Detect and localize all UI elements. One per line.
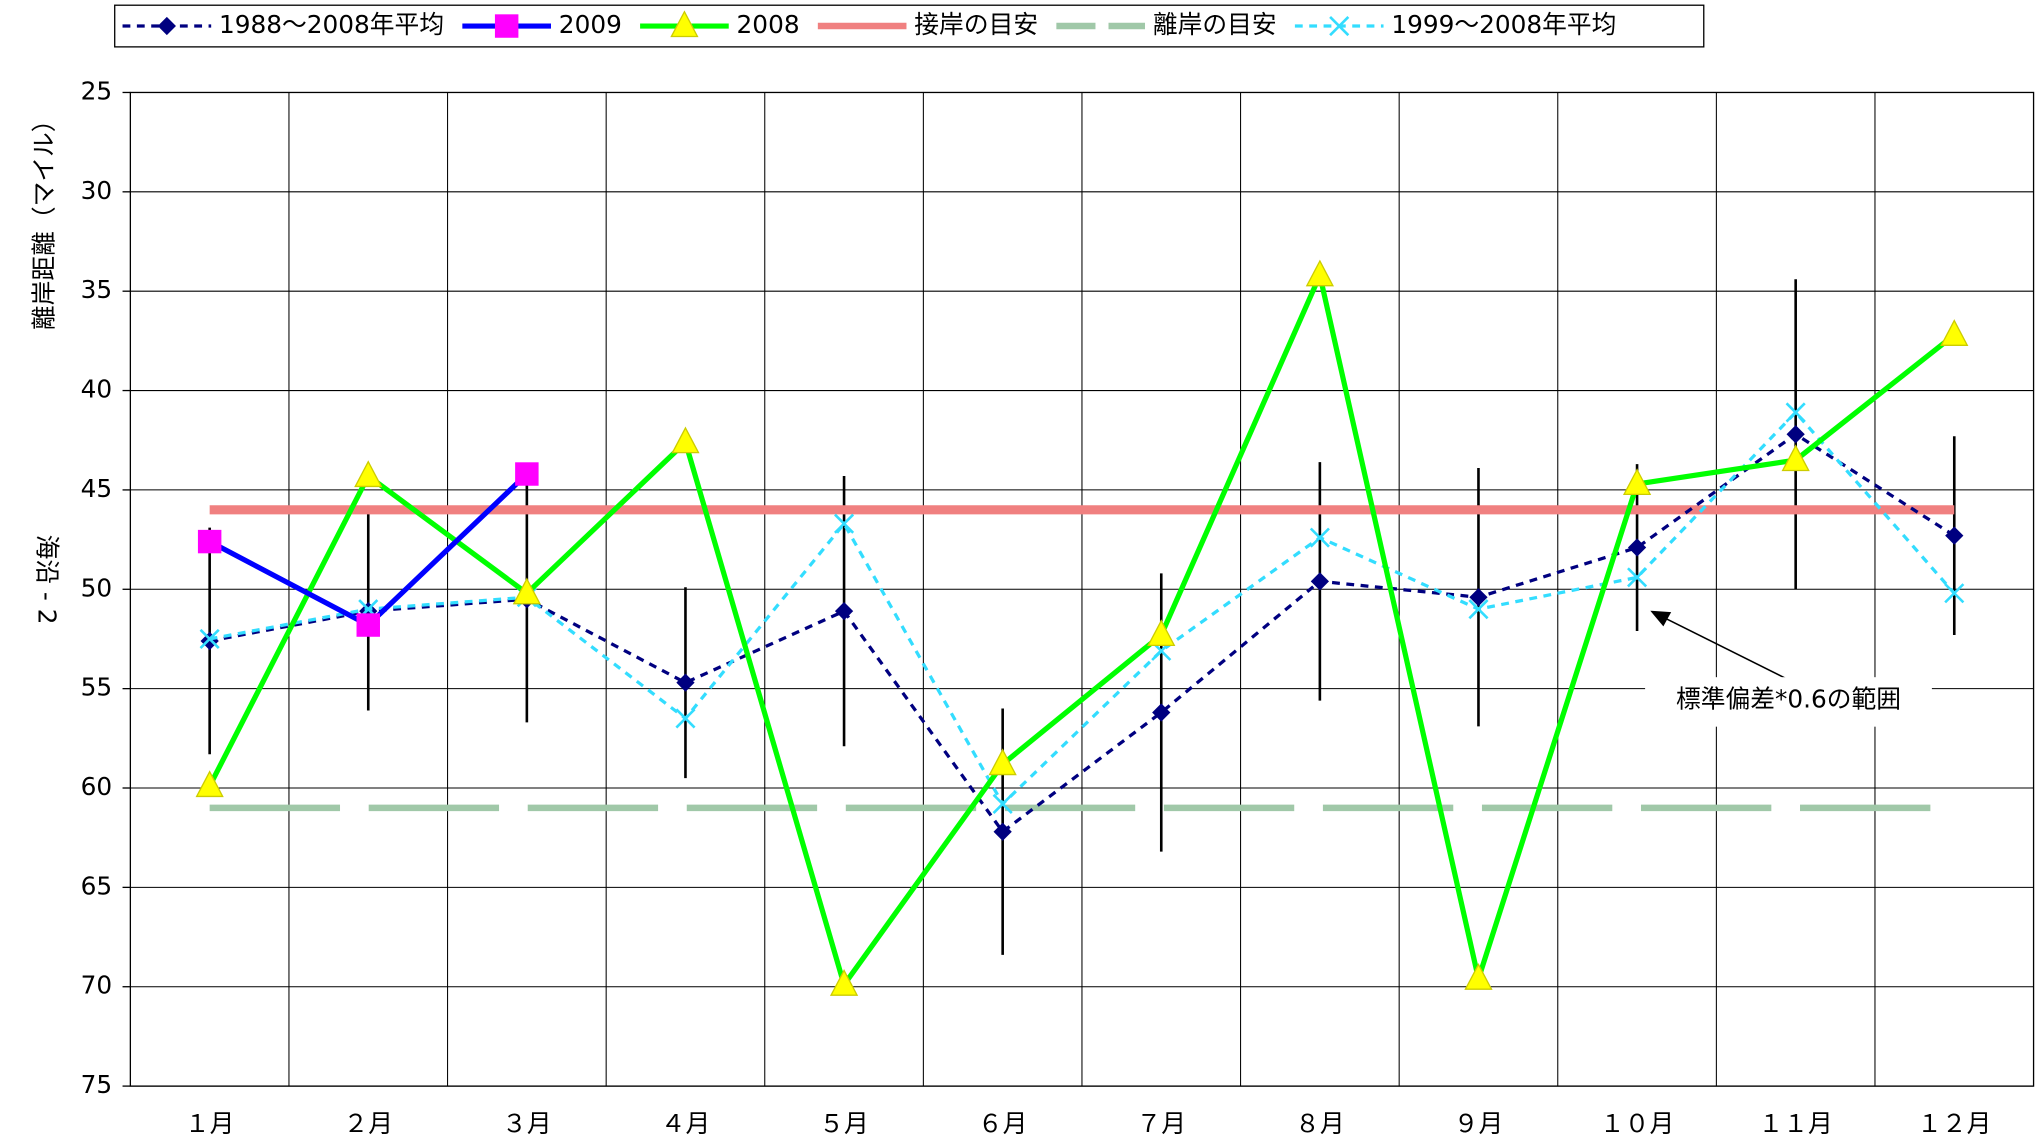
marker [1622, 468, 1652, 496]
y-tick-label: 45 [81, 474, 113, 503]
annotation-arrowhead [1650, 610, 1672, 627]
y-tick-label: 55 [81, 673, 113, 702]
y-tick-label: 40 [81, 375, 113, 404]
marker [675, 708, 696, 729]
y-tick-label: 70 [81, 971, 113, 1000]
legend-marker [494, 14, 519, 38]
marker [356, 613, 380, 637]
marker [671, 426, 700, 454]
marker [988, 748, 1017, 776]
marker [1944, 583, 1965, 604]
legend-marker [670, 10, 699, 38]
marker [1305, 259, 1334, 287]
y-tick-label: 65 [81, 871, 113, 900]
legend-marker [1329, 16, 1350, 37]
marker [676, 673, 695, 692]
legend-entry: 2008 [640, 10, 800, 39]
y-tick-label: 75 [81, 1070, 113, 1099]
series-line [207, 267, 1956, 991]
x-tick-label: ６月 [978, 1109, 1028, 1138]
x-tick-label: ５月 [819, 1109, 869, 1138]
marker [512, 577, 541, 605]
y-tick-label: 60 [81, 772, 113, 801]
x-tick-label: １２月 [1917, 1109, 1991, 1138]
series-line [209, 410, 1956, 807]
y-tick-label: 25 [81, 76, 113, 105]
marker [829, 969, 859, 996]
legend-box [114, 4, 1705, 48]
marker [1469, 588, 1488, 607]
marker [1309, 527, 1330, 548]
marker [834, 602, 854, 621]
annotation-bg [1645, 677, 1932, 727]
y-tick-label: 50 [81, 573, 113, 602]
legend-entry: 2009 [462, 10, 622, 39]
marker [1147, 619, 1176, 647]
marker [834, 513, 855, 534]
legend-marker [157, 16, 176, 36]
legend-entry: 1999～2008年平均 [1294, 10, 1616, 39]
legend-entry: 1988～2008年平均 [122, 10, 444, 39]
marker [195, 770, 224, 798]
marker [1627, 567, 1648, 588]
marker [197, 529, 222, 554]
x-tick-label: ７月 [1137, 1109, 1187, 1138]
marker [1786, 425, 1805, 444]
x-tick-label: １１月 [1759, 1109, 1833, 1138]
y-tick-label: 30 [81, 176, 113, 205]
legend-label: 1999～2008年平均 [1391, 10, 1616, 39]
x-tick-label: ４月 [661, 1109, 711, 1138]
x-tick-label: ２月 [343, 1109, 393, 1138]
marker [1785, 402, 1806, 423]
annotation: 標準偏差*0.6の範囲 [1676, 685, 1901, 714]
x-tick-label: １月 [185, 1109, 235, 1138]
legend-label: 接岸の目安 [914, 10, 1038, 39]
legend-label: 1988～2008年平均 [219, 10, 444, 39]
legend-entry: 離岸の目安 [1056, 10, 1277, 39]
y-axis-title-2: 海沿 - 2 [33, 535, 62, 625]
marker [354, 460, 383, 488]
y-tick-label: 35 [81, 275, 113, 304]
marker [199, 628, 220, 649]
marker [1940, 319, 1969, 346]
y-axis-title: 離岸距離（マイル） [30, 107, 59, 330]
marker [515, 462, 539, 486]
x-tick-label: ８月 [1295, 1109, 1345, 1138]
marker [992, 793, 1013, 814]
marker [1781, 444, 1810, 472]
series-line [209, 432, 1956, 835]
x-tick-label: ３月 [502, 1109, 552, 1138]
marker [1468, 599, 1489, 620]
legend-label: 2009 [559, 10, 622, 39]
x-tick-label: ９月 [1454, 1109, 1504, 1138]
x-tick-label: １０月 [1600, 1109, 1674, 1138]
legend-label: 離岸の目安 [1153, 10, 1277, 39]
legend-label: 2008 [737, 10, 800, 39]
annotation-arrow [1663, 616, 1789, 681]
legend-entry: 接岸の目安 [817, 10, 1038, 39]
marker [1464, 963, 1493, 990]
